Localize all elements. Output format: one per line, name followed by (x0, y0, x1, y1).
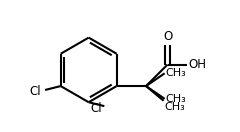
Text: OH: OH (188, 58, 206, 71)
Text: Cl: Cl (91, 102, 102, 115)
Text: CH₃: CH₃ (166, 68, 186, 78)
Text: O: O (163, 30, 172, 43)
Text: CH₃: CH₃ (165, 102, 185, 112)
Text: Cl: Cl (29, 85, 41, 98)
Text: CH₃: CH₃ (166, 94, 186, 104)
